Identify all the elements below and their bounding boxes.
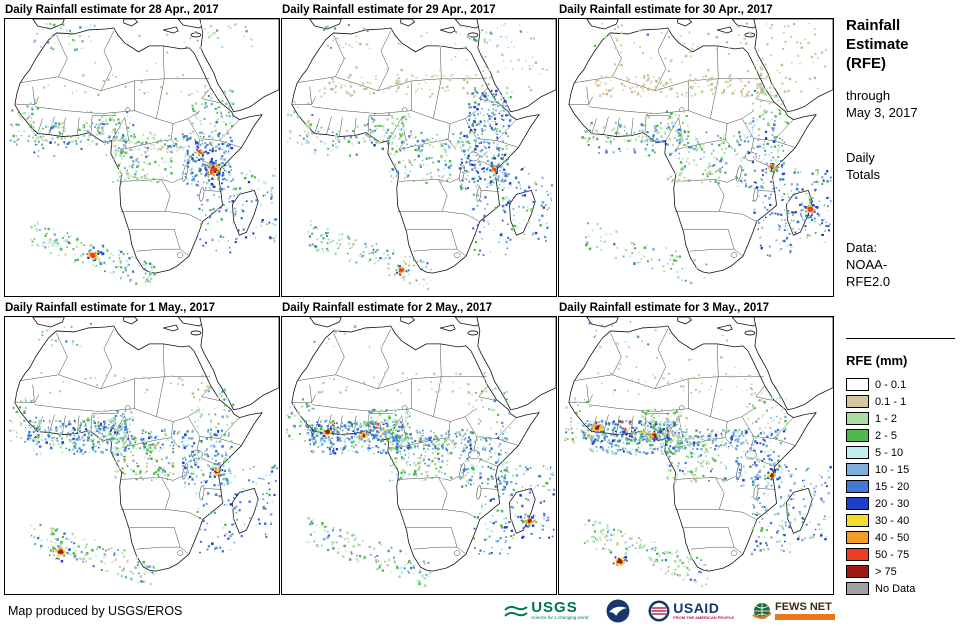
legend-label: 1 - 2 [875,412,898,425]
legend-label: 15 - 20 [875,480,910,493]
legend-row: 2 - 5 [846,427,963,444]
fewsnet-globe-icon [752,602,772,619]
legend-row: 50 - 75 [846,546,963,563]
sidebar-through-date: through May 3, 2017 [846,88,918,120]
fewsnet-logo: FEWS NET [752,601,835,621]
panel-title: Daily Rainfall estimate for 28 Apr., 201… [5,4,219,16]
africa-rainfall-map [9,19,279,285]
panel-title: Daily Rainfall estimate for 1 May., 2017 [5,302,216,314]
africa-map-frame [558,18,834,297]
legend-row: No Data [846,580,963,597]
legend-title: RFE (mm) [846,353,908,368]
map-credit: Map produced by USGS/EROS [8,603,183,618]
legend-swatch [846,463,869,476]
legend-label: 5 - 10 [875,446,904,459]
fewsnet-logo-text: FEWS NET [775,600,832,613]
legend-swatch [846,480,869,493]
legend-label: 50 - 75 [875,548,910,561]
map-panel-30apr: Daily Rainfall estimate for 30 Apr., 201… [558,3,835,299]
legend-row: 1 - 2 [846,410,963,427]
usgs-tagline: science for a changing world [531,615,589,620]
africa-map-frame [4,18,280,297]
legend-row: 0 - 0.1 [846,376,963,393]
fewsnet-banner [775,613,835,620]
footer-logos: USGS science for a changing world USAID … [504,599,835,623]
page: Daily Rainfall estimate for 28 Apr., 201… [4,0,967,597]
usgs-wave-icon [504,605,528,617]
legend-swatch [846,446,869,459]
legend: 0 - 0.1 0.1 - 1 1 - 2 2 - 5 5 - 10 10 - 15 15 … [846,376,963,597]
sidebar-divider [846,338,955,339]
legend-label: 30 - 40 [875,514,910,527]
map-panel-1may: Daily Rainfall estimate for 1 May., 2017 [4,301,281,597]
legend-swatch [846,548,869,561]
legend-swatch [846,531,869,544]
panel-title: Daily Rainfall estimate for 30 Apr., 201… [559,4,773,16]
usaid-logo-text: USAID [673,599,720,616]
legend-row: 5 - 10 [846,444,963,461]
legend-row: 30 - 40 [846,512,963,529]
panel-title: Daily Rainfall estimate for 2 May., 2017 [282,302,493,314]
sidebar-title: Rainfall Estimate (RFE) [846,17,909,72]
africa-rainfall-map [568,19,833,285]
footer: Map produced by USGS/EROS USGS science f… [0,595,967,626]
africa-rainfall-map [286,317,556,588]
sidebar: Rainfall Estimate (RFE) through May 3, 2… [836,0,967,597]
usaid-tagline: FROM THE AMERICAN PEOPLE [673,614,734,620]
legend-row: > 75 [846,563,963,580]
africa-map-frame [281,18,557,297]
map-panel-2may: Daily Rainfall estimate for 2 May., 2017 [281,301,558,597]
sidebar-data-source: Data: NOAA- RFE2.0 [846,240,891,289]
usgs-logo: USGS science for a changing world [504,599,589,620]
legend-row: 20 - 30 [846,495,963,512]
legend-swatch [846,565,869,578]
legend-row: 0.1 - 1 [846,393,963,410]
map-panel-28apr: Daily Rainfall estimate for 28 Apr., 201… [4,3,281,299]
noaa-logo [606,599,630,622]
legend-label: > 75 [875,565,897,578]
legend-swatch [846,429,869,442]
legend-label: 0.1 - 1 [875,395,907,408]
legend-row: 15 - 20 [846,478,963,495]
legend-label: 2 - 5 [875,429,898,442]
africa-rainfall-map [564,317,833,587]
legend-label: 40 - 50 [875,531,910,544]
legend-label: No Data [875,582,916,595]
legend-swatch [846,412,869,425]
africa-rainfall-map [9,317,279,586]
panel-title: Daily Rainfall estimate for 29 Apr., 201… [282,4,496,16]
legend-label: 20 - 30 [875,497,910,510]
africa-map-frame [281,316,557,595]
map-grid: Daily Rainfall estimate for 28 Apr., 201… [4,3,835,597]
africa-map-frame [4,316,280,595]
legend-label: 10 - 15 [875,463,910,476]
usaid-seal-icon [648,600,670,621]
africa-rainfall-map [287,19,556,291]
legend-swatch [846,514,869,527]
legend-swatch [846,395,869,408]
map-panel-29apr: Daily Rainfall estimate for 29 Apr., 201… [281,3,558,299]
legend-row: 40 - 50 [846,529,963,546]
sidebar-daily-totals: Daily Totals [846,150,880,182]
panel-title: Daily Rainfall estimate for 3 May., 2017 [559,302,770,314]
usgs-logo-text: USGS [531,599,578,616]
legend-swatch [846,497,869,510]
legend-swatch [846,582,869,595]
legend-row: 10 - 15 [846,461,963,478]
legend-swatch [846,378,869,391]
map-panel-3may: Daily Rainfall estimate for 3 May., 2017 [558,301,835,597]
africa-map-frame [558,316,834,595]
usaid-logo: USAID FROM THE AMERICAN PEOPLE [648,600,734,622]
legend-label: 0 - 0.1 [875,378,907,391]
